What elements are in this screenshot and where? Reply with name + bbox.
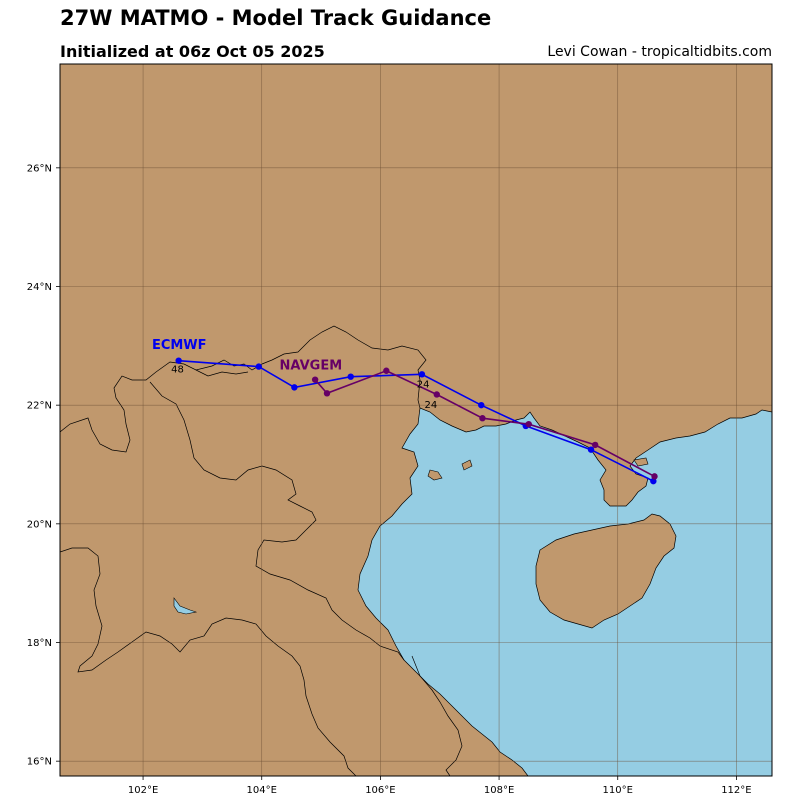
lat-tick-label: 16°N bbox=[27, 757, 52, 768]
graticule bbox=[60, 64, 772, 776]
ecmwf-track-point bbox=[478, 401, 485, 409]
ecmwf-forecast-hour-label: 24 bbox=[417, 379, 430, 390]
navgem-track-point bbox=[433, 391, 440, 398]
country-border bbox=[60, 325, 427, 453]
navgem-track-point bbox=[525, 420, 532, 428]
country-border bbox=[60, 547, 357, 776]
lon-tick-label: 106°E bbox=[365, 785, 395, 796]
small-island bbox=[633, 457, 649, 467]
ecmwf-track-point bbox=[418, 371, 426, 378]
ecmwf-track-point bbox=[255, 363, 262, 370]
navgem-model-label: NAVGEM bbox=[280, 359, 343, 374]
ecmwf-track-point bbox=[347, 373, 354, 380]
ecmwf-forecast-hour-label: 48 bbox=[171, 365, 184, 376]
page-title: 27W MATMO - Model Track Guidance bbox=[60, 6, 492, 30]
navgem-forecast-hour-label: 24 bbox=[424, 400, 437, 411]
country-border bbox=[149, 381, 405, 661]
inland-lake bbox=[173, 597, 198, 615]
axis-ticks: 102°E 104°E 106°E 108°E 110°E 112°E 16°N 18°N 20… bbox=[27, 163, 752, 796]
hainan-island bbox=[535, 513, 677, 629]
credit-text: Levi Cowan - tropicaltidbits.com bbox=[547, 44, 772, 60]
ecmwf-track-point bbox=[587, 446, 595, 453]
navgem-track-point bbox=[311, 376, 319, 383]
lat-tick-label: 20°N bbox=[27, 519, 52, 530]
lon-tick-label: 108°E bbox=[484, 785, 514, 796]
navgem-track-point bbox=[383, 367, 390, 374]
ecmwf-track-point bbox=[291, 384, 298, 391]
lat-tick-label: 26°N bbox=[27, 163, 52, 174]
navgem-track-point bbox=[651, 473, 658, 480]
navgem-track-line bbox=[314, 369, 655, 478]
navgem-track-point bbox=[479, 415, 486, 422]
lon-tick-label: 104°E bbox=[247, 785, 277, 796]
lat-tick-label: 18°N bbox=[27, 638, 52, 649]
country-border bbox=[195, 369, 249, 377]
map-frame bbox=[59, 63, 773, 777]
lon-tick-label: 110°E bbox=[603, 785, 633, 796]
init-time-subtitle: Initialized at 06z Oct 05 2025 bbox=[60, 42, 325, 61]
small-island bbox=[427, 469, 443, 481]
ecmwf-track-point bbox=[175, 357, 182, 364]
navgem-track-point bbox=[323, 390, 331, 397]
lat-tick-label: 22°N bbox=[27, 401, 52, 412]
navgem-track-point bbox=[591, 441, 599, 449]
lon-tick-label: 112°E bbox=[721, 785, 751, 796]
track-labels: ECMWF 24 48 NAVGEM 24 bbox=[152, 338, 437, 411]
model-tracks bbox=[175, 357, 658, 485]
country-border bbox=[411, 655, 463, 776]
ecmwf-model-label: ECMWF bbox=[152, 338, 207, 353]
small-island bbox=[461, 459, 473, 471]
lon-tick-label: 102°E bbox=[128, 785, 158, 796]
lat-tick-label: 24°N bbox=[27, 282, 52, 293]
